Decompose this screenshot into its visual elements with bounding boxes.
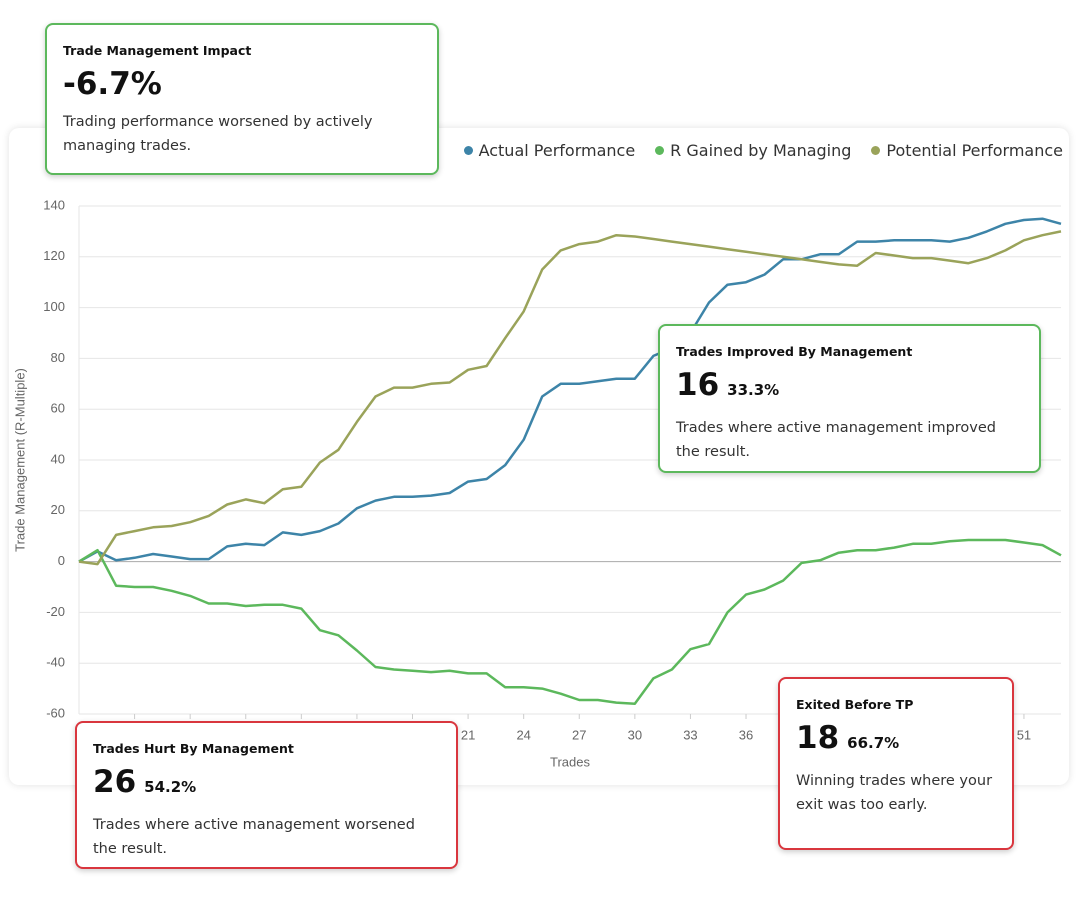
y-tick-label: -40 xyxy=(46,655,65,670)
y-tick-label: 120 xyxy=(43,248,65,263)
legend-item[interactable]: Potential Performance xyxy=(871,141,1063,160)
x-tick-label: 33 xyxy=(683,727,697,742)
legend-label: Potential Performance xyxy=(886,141,1063,160)
y-tick-label: 100 xyxy=(43,299,65,314)
impact-card: Trade Management Impact -6.7% Trading pe… xyxy=(45,23,439,175)
card-count: 18 xyxy=(796,720,840,756)
y-tick-label: 40 xyxy=(51,451,65,466)
improved-card: Trades Improved By Management 16 33.3% Tr… xyxy=(658,324,1041,473)
legend-item[interactable]: Actual Performance xyxy=(463,141,636,160)
card-percent: 66.7% xyxy=(847,734,900,752)
legend-swatch xyxy=(871,146,881,155)
y-tick-label: 60 xyxy=(51,401,65,416)
series-line xyxy=(78,230,1062,566)
legend-label: R Gained by Managing xyxy=(670,141,852,160)
card-description: Trades where active management improved … xyxy=(676,420,997,460)
legend-swatch xyxy=(463,146,473,155)
y-tick-label: 80 xyxy=(51,350,65,365)
x-tick-label: 27 xyxy=(572,727,586,742)
card-description: Trades where active management worsened … xyxy=(93,817,415,857)
y-tick-label: 0 xyxy=(58,553,65,568)
card-title: Exited Before TP xyxy=(796,697,914,712)
card-percent: 33.3% xyxy=(727,381,780,399)
exited-card: Exited Before TP 18 66.7% Winning trades … xyxy=(778,677,1014,850)
x-tick-label: 36 xyxy=(739,727,753,742)
card-percent: 54.2% xyxy=(144,778,197,796)
legend-label: Actual Performance xyxy=(478,141,636,160)
x-tick-label: 51 xyxy=(1017,727,1031,742)
card-title: Trade Management Impact xyxy=(63,43,252,58)
legend: Actual Performance R Gained by Managing Po… xyxy=(463,141,1063,160)
x-tick-label: 30 xyxy=(628,727,642,742)
card-description: Trading performance worsened by actively… xyxy=(63,114,373,154)
legend-swatch xyxy=(655,146,665,155)
card-title: Trades Improved By Management xyxy=(676,344,913,359)
x-tick-label: 24 xyxy=(516,727,530,742)
card-value: 18 66.7% xyxy=(796,720,996,761)
card-count: 16 xyxy=(676,367,720,403)
y-tick-label: 140 xyxy=(43,197,65,212)
card-value: 26 54.2% xyxy=(93,764,440,805)
hurt-card: Trades Hurt By Management 26 54.2% Trades… xyxy=(75,721,458,869)
legend-item[interactable]: R Gained by Managing xyxy=(655,141,851,160)
x-tick-label: 21 xyxy=(461,727,475,742)
card-count: 26 xyxy=(93,764,137,800)
y-tick-label: -60 xyxy=(46,705,65,720)
card-value: 16 33.3% xyxy=(676,367,1023,408)
x-axis-title: Trades xyxy=(550,754,590,769)
card-title: Trades Hurt By Management xyxy=(93,741,294,756)
card-value: -6.7% xyxy=(63,66,162,102)
y-tick-label: 20 xyxy=(51,502,65,517)
y-axis-title: Trade Management (R-Multiple) xyxy=(12,368,27,552)
series-line xyxy=(78,538,1062,706)
y-tick-label: -20 xyxy=(46,604,65,619)
series-line xyxy=(78,217,1062,563)
card-description: Winning trades where your exit was too e… xyxy=(796,773,993,813)
